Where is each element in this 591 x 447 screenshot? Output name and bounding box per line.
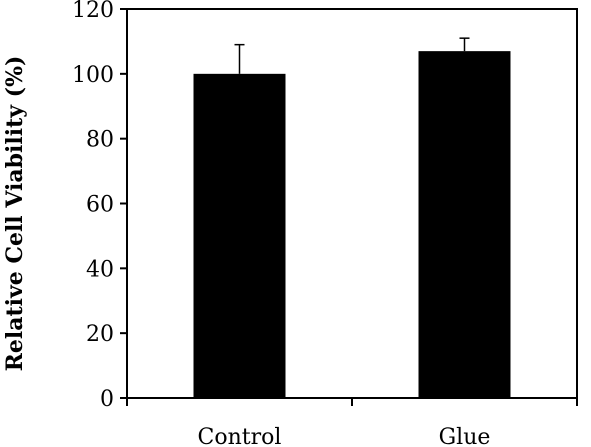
- y-tick-label: 100: [72, 63, 114, 88]
- x-category-label: Glue: [439, 425, 491, 447]
- x-axis: Control Glue: [126, 398, 578, 447]
- y-tick-label: 0: [100, 387, 114, 412]
- y-axis-title: Relative Cell Viability (%): [2, 56, 28, 372]
- y-tick-label: 120: [72, 0, 114, 23]
- y-tick-label: 20: [86, 322, 114, 347]
- y-tick-label: 80: [86, 128, 114, 153]
- bar-glue: [418, 51, 511, 399]
- y-tick-label: 60: [86, 193, 114, 218]
- bar-control: [193, 73, 286, 398]
- bars-layer: [193, 51, 511, 399]
- error-bars-layer: [234, 37, 470, 74]
- y-tick-label: 40: [86, 257, 114, 282]
- x-category-label: Control: [198, 425, 282, 447]
- y-axis: 0 20 40 60 80 100 120: [72, 0, 127, 412]
